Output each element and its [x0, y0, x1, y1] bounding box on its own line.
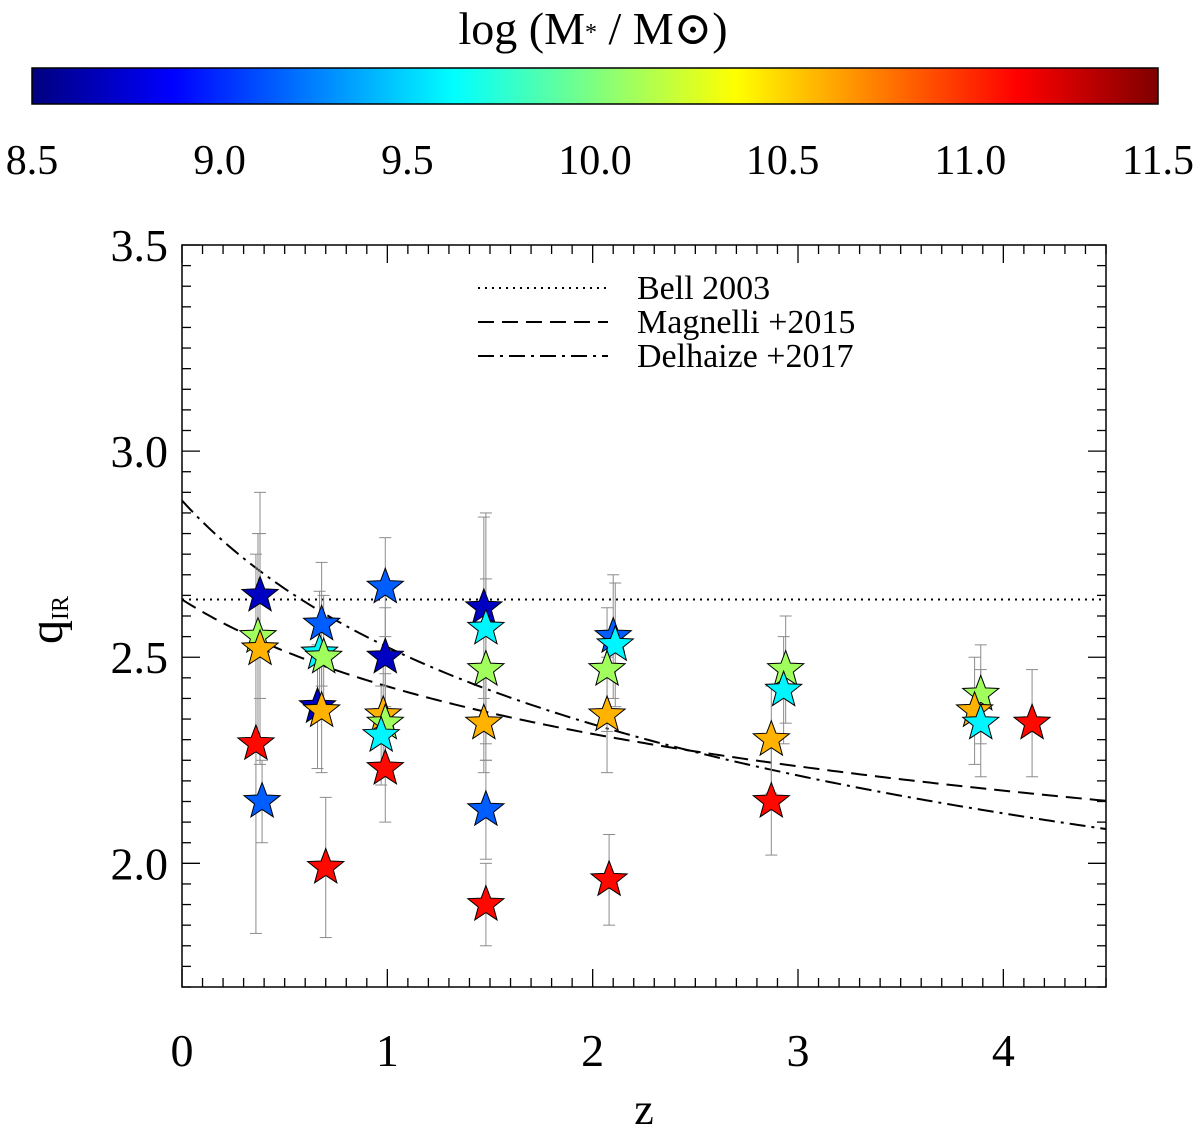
- data-points: [236, 566, 1052, 922]
- sun-symbol-icon: ⊙: [674, 3, 713, 54]
- colorbar-tick-label: 11.5: [1122, 138, 1194, 184]
- star-point: [236, 723, 276, 761]
- colorbar-tick-label: 10.5: [746, 138, 820, 184]
- star-point: [365, 636, 405, 674]
- star-point: [595, 624, 635, 662]
- star-point: [751, 781, 791, 819]
- colorbar-ticks: 8.5 9.0 9.5 10.0 10.5 11.0 11.5: [6, 138, 1194, 184]
- star-point: [464, 702, 504, 740]
- colorbar-tick-label: 8.5: [6, 138, 59, 184]
- star-point: [466, 789, 506, 827]
- y-tick-label: 2.5: [111, 632, 169, 683]
- colorbar-tick-label: 9.5: [381, 138, 434, 184]
- star-point: [587, 649, 627, 687]
- star-point: [240, 628, 280, 666]
- star-point: [466, 884, 506, 922]
- star-point: [240, 574, 280, 612]
- star-point: [587, 694, 627, 732]
- star-point: [589, 859, 629, 897]
- x-tick-label: 2: [581, 1025, 604, 1076]
- x-tick-label: 3: [787, 1025, 810, 1076]
- x-axis-label: z: [634, 1085, 654, 1131]
- x-tick-label: 0: [171, 1025, 194, 1076]
- y-axis-label: qIR: [20, 596, 74, 644]
- star-point: [1012, 702, 1052, 740]
- star-point: [302, 603, 342, 641]
- star-point: [306, 847, 346, 884]
- y-tick-label: 2.0: [111, 838, 169, 889]
- star-point: [961, 702, 1001, 740]
- star-point: [751, 719, 791, 757]
- star-point: [961, 673, 1001, 711]
- colorbar-title: log (M* / M⊙): [458, 3, 727, 54]
- curve-dashed: [182, 598, 1106, 802]
- star-point: [304, 636, 344, 674]
- y-tick-label: 3.5: [111, 220, 169, 271]
- colorbar-tick-label: 9.0: [193, 138, 246, 184]
- star-point: [466, 607, 506, 645]
- x-tick-label: 1: [376, 1025, 399, 1076]
- colorbar: [31, 67, 1159, 105]
- y-tick-label: 3.0: [111, 426, 169, 477]
- colorbar-tick-label: 11.0: [934, 138, 1006, 184]
- star-point: [302, 690, 342, 728]
- colorbar-tick-label: 10.0: [558, 138, 632, 184]
- axis-ticks: 0 1 2 3 4 2.0 2.5 3.0 3.5: [111, 220, 1107, 1076]
- star-point: [466, 649, 506, 687]
- star-point: [365, 566, 405, 604]
- legend-label: Bell 2003: [637, 270, 770, 307]
- x-tick-label: 4: [992, 1025, 1015, 1076]
- legend-label: Magnelli +2015: [637, 304, 855, 341]
- legend-label: Delhaize +2017: [637, 338, 853, 375]
- star-point: [764, 669, 804, 707]
- star-point: [242, 781, 282, 819]
- error-bars: [249, 491, 1039, 947]
- star-point: [365, 748, 405, 786]
- star-point: [361, 715, 401, 753]
